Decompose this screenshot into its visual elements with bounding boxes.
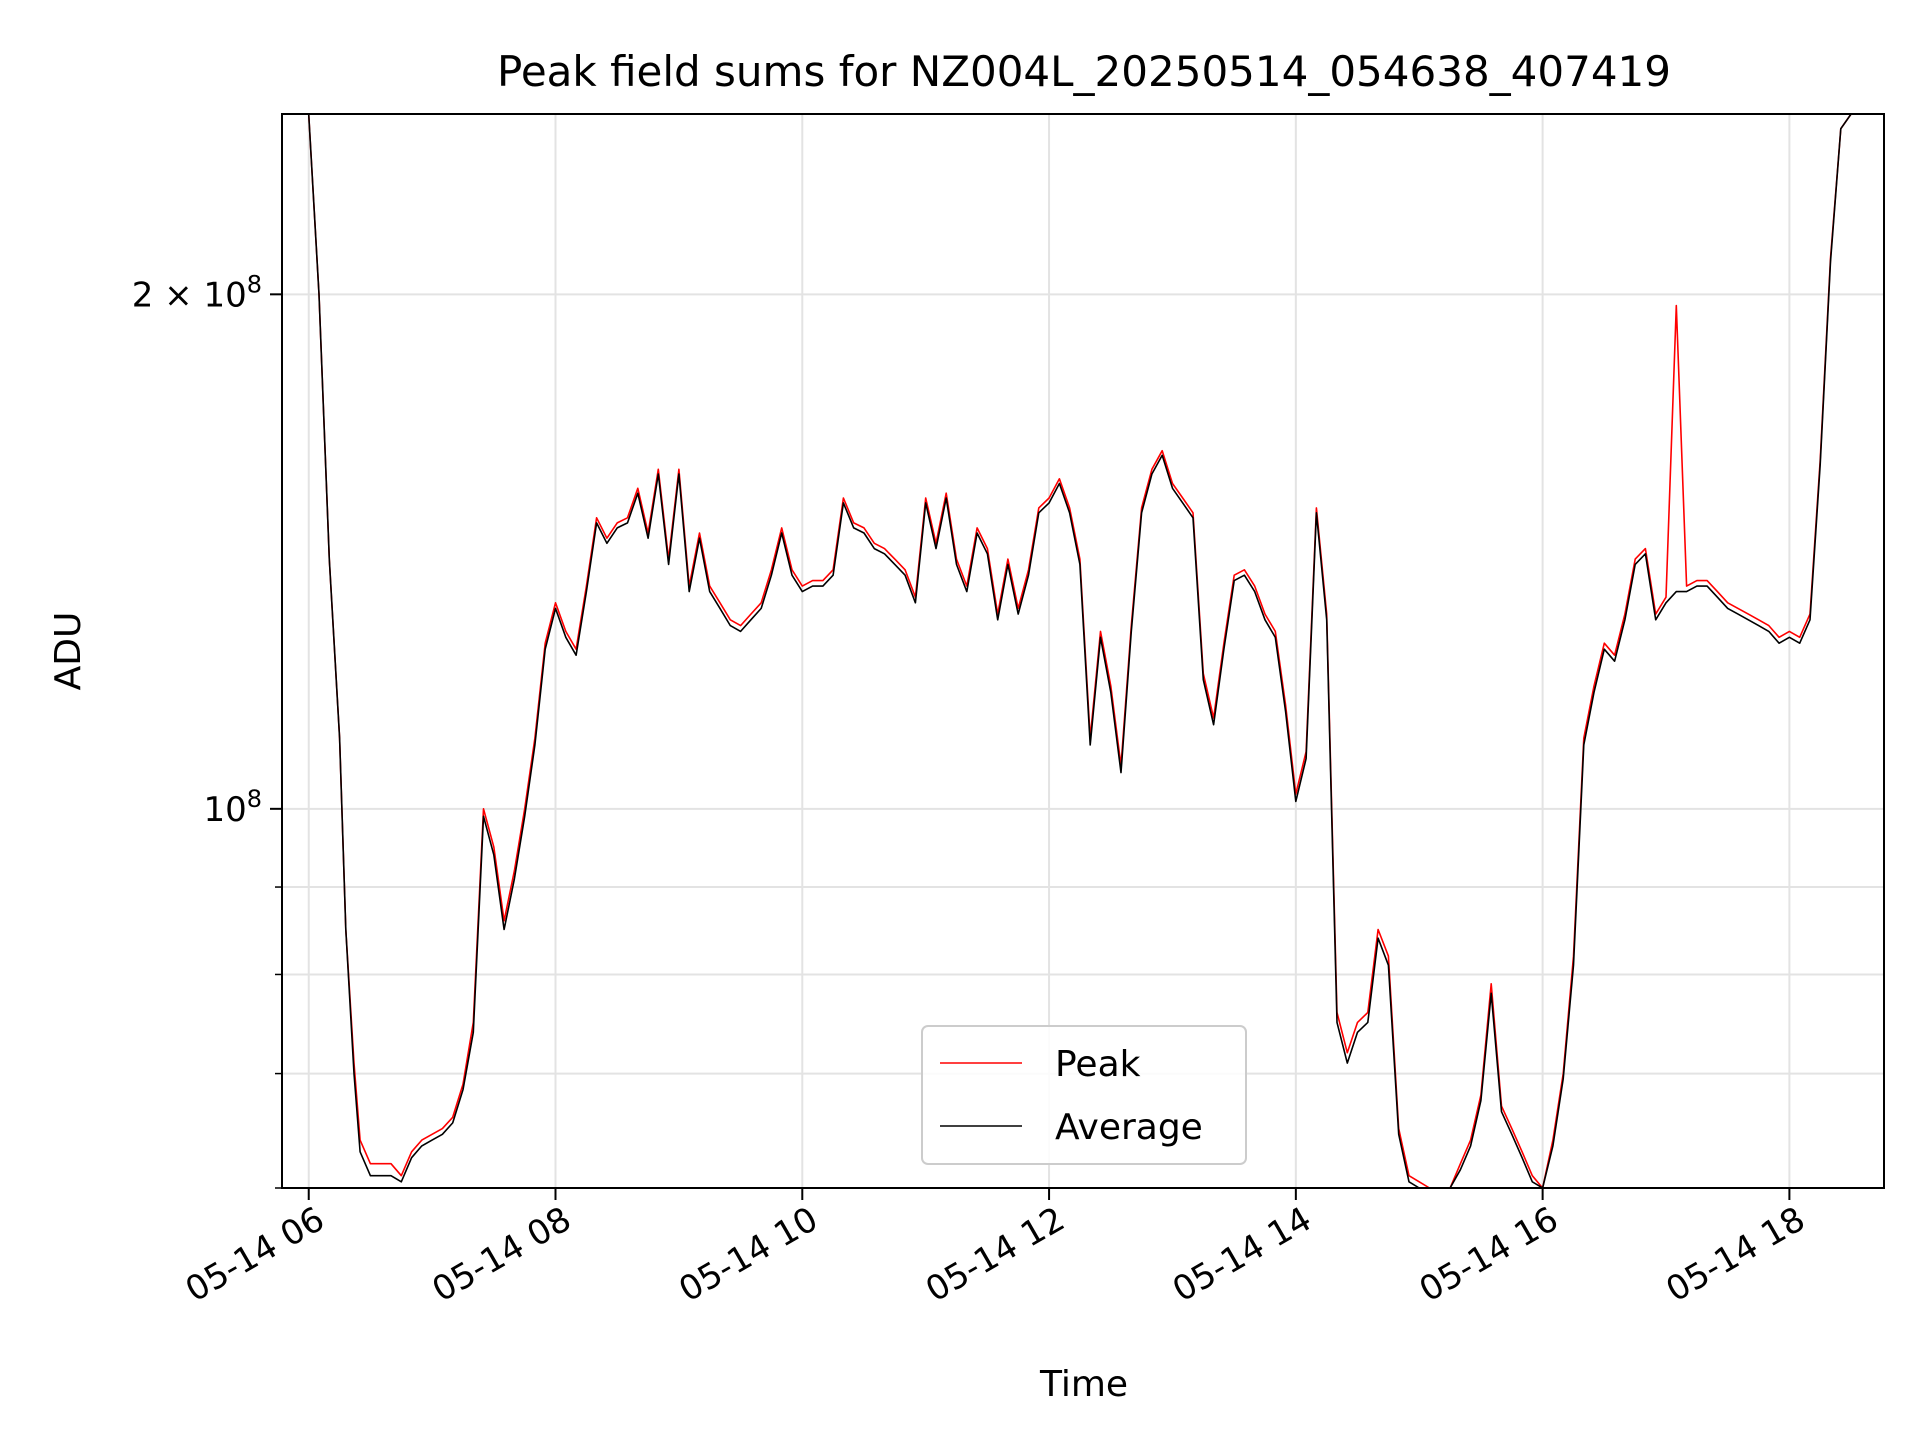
- series-line-average: [282, 113, 1862, 1189]
- y-tick-label: 2 × 108: [132, 270, 262, 315]
- chart-title: Peak field sums for NZ004L_20250514_0546…: [497, 47, 1671, 96]
- legend-label-average: Average: [1055, 1107, 1203, 1148]
- x-axis-label: Time: [1039, 1364, 1128, 1405]
- legend: Peak Average: [921, 1025, 1247, 1165]
- plot-frame: [281, 113, 1885, 1189]
- legend-box: [921, 1025, 1247, 1165]
- legend-label-peak: Peak: [1055, 1044, 1141, 1085]
- y-tick-label: 108: [203, 785, 262, 830]
- series-line-peak: [282, 113, 1862, 1189]
- series-lines: [282, 113, 1862, 1189]
- y-axis-label: ADU: [48, 612, 89, 691]
